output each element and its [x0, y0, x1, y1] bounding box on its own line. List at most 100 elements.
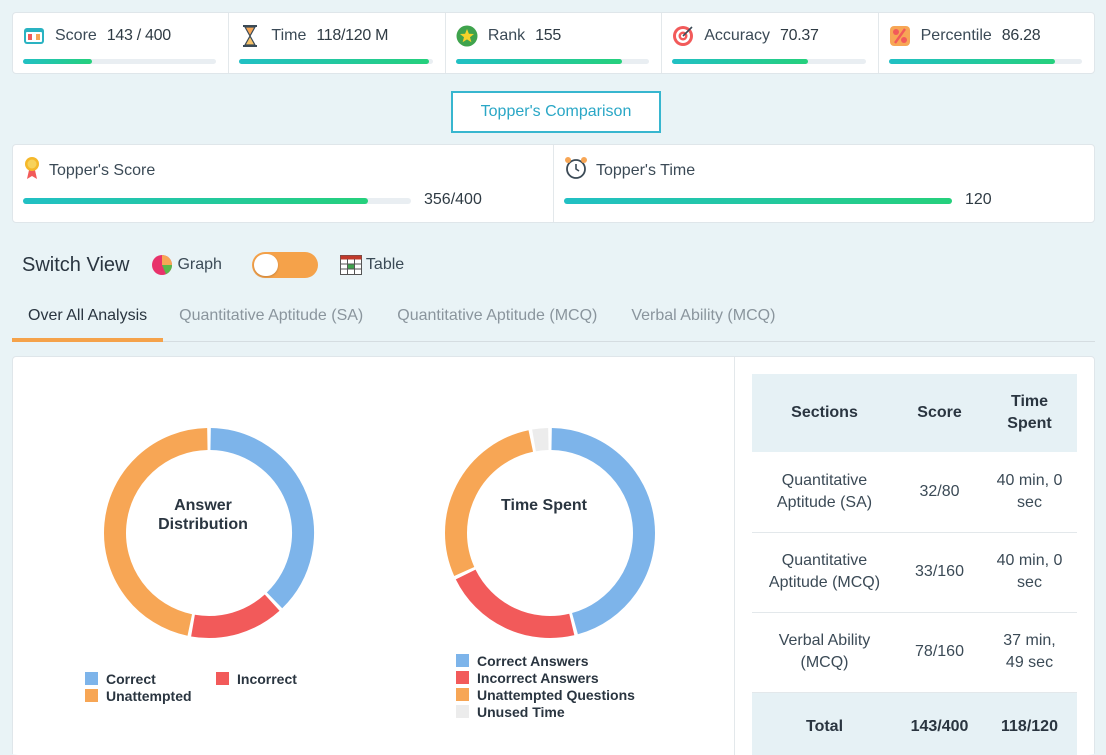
- stat-score: Score 143 / 400: [13, 13, 230, 73]
- time-legend: Correct Answers Incorrect Answers Unatte…: [456, 652, 635, 720]
- topper-time-value: 120: [965, 191, 992, 208]
- topper-score-label: Topper's Score: [49, 161, 156, 179]
- table-option[interactable]: Table: [339, 255, 405, 275]
- stat-value: 118/120 M: [316, 27, 389, 44]
- tab-verbal-ability-mcq[interactable]: Verbal Ability (MCQ): [631, 307, 776, 324]
- legend-swatch: [85, 689, 98, 702]
- tab-quantitative-aptitude-mcq[interactable]: Quantitative Aptitude (MCQ): [397, 307, 598, 324]
- legend-item: Unattempted: [85, 687, 192, 704]
- percentile-progress-bar: [888, 59, 1083, 64]
- table-icon: [339, 255, 362, 275]
- legend-item: Unattempted Questions: [456, 686, 635, 703]
- stat-label: Percentile: [920, 27, 992, 44]
- stat-value: 155: [535, 27, 561, 44]
- cell-section: Quantitative Aptitude (MCQ): [752, 532, 897, 613]
- answer-distribution-title: Answer Distribution: [158, 497, 248, 533]
- scorecard-icon: [23, 25, 45, 47]
- stat-value: 70.37: [780, 27, 819, 44]
- topper-score-cell: Topper's Score 356/400: [13, 145, 554, 222]
- cell-time: 40 min, 0 sec: [982, 532, 1077, 613]
- col-sections: Sections: [752, 374, 897, 452]
- analysis-tabs: Over All Analysis Quantitative Aptitude …: [12, 296, 1095, 342]
- stat-value: 143 / 400: [106, 27, 171, 44]
- legend-label: Correct: [106, 670, 156, 687]
- hourglass-icon: [239, 25, 261, 47]
- stat-rank: Rank 155: [446, 13, 663, 73]
- cell-score: 33/160: [897, 532, 982, 613]
- star-icon: [456, 25, 478, 47]
- alarm-clock-icon: [564, 156, 588, 185]
- stat-value: 86.28: [1001, 27, 1041, 44]
- table-row: Quantitative Aptitude (MCQ) 33/160 40 mi…: [752, 532, 1077, 613]
- tab-over-all-analysis[interactable]: Over All Analysis: [12, 296, 164, 342]
- panel-divider: [734, 357, 735, 755]
- stat-label: Accuracy: [704, 27, 771, 44]
- table-label: Table: [365, 256, 405, 273]
- rank-progress-bar: [455, 59, 650, 64]
- switch-view-title: Switch View: [22, 253, 130, 276]
- legend-label: Unattempted: [106, 687, 192, 704]
- target-icon: [672, 25, 694, 47]
- stat-time: Time 118/120 M: [229, 13, 446, 73]
- legend-swatch: [216, 672, 229, 685]
- legend-swatch: [456, 688, 469, 701]
- stat-label: Rank: [487, 27, 526, 44]
- answer-legend: Correct Unattempted: [85, 670, 192, 704]
- cell-total-time: 118/120: [982, 692, 1077, 755]
- percent-icon: [889, 25, 911, 47]
- table-total-row: Total 143/400 118/120: [752, 692, 1077, 755]
- legend-swatch: [85, 672, 98, 685]
- legend-swatch: [456, 705, 469, 718]
- time-progress-bar: [239, 59, 433, 64]
- tab-quantitative-aptitude-sa[interactable]: Quantitative Aptitude (SA): [179, 307, 364, 324]
- stat-percentile: Percentile 86.28: [879, 13, 1094, 73]
- medal-icon: [23, 156, 41, 185]
- answer-legend-incorrect: Incorrect: [216, 670, 297, 687]
- table-row: Verbal Ability (MCQ) 78/160 37 min, 49 s…: [752, 612, 1077, 693]
- topper-comparison-panel: Topper's Score 356/400 Topper's Time 120: [12, 144, 1095, 223]
- accuracy-progress-bar: [672, 59, 866, 64]
- legend-item: Incorrect: [216, 670, 297, 687]
- pie-chart-icon: [151, 254, 173, 276]
- cell-section: Quantitative Aptitude (SA): [752, 452, 897, 533]
- legend-item: Incorrect Answers: [456, 669, 635, 686]
- legend-label: Incorrect: [237, 670, 297, 687]
- graph-option[interactable]: Graph: [151, 254, 222, 276]
- cell-total-label: Total: [752, 692, 897, 755]
- legend-swatch: [456, 654, 469, 667]
- topper-time-bar: [564, 198, 952, 204]
- cell-time: 37 min, 49 sec: [982, 612, 1077, 693]
- cell-section: Verbal Ability (MCQ): [752, 612, 897, 693]
- legend-label: Correct Answers: [477, 652, 589, 669]
- graph-label: Graph: [177, 256, 222, 273]
- legend-label: Unused Time: [477, 703, 565, 720]
- topper-time-label: Topper's Time: [596, 161, 696, 179]
- switch-view: Switch View Graph Table: [22, 250, 404, 280]
- legend-item: Correct: [85, 670, 192, 687]
- legend-item: Unused Time: [456, 703, 635, 720]
- table-row: Quantitative Aptitude (SA) 32/80 40 min,…: [752, 452, 1077, 533]
- legend-label: Unattempted Questions: [477, 686, 635, 703]
- score-progress-bar: [23, 59, 217, 64]
- stat-accuracy: Accuracy 70.37: [662, 13, 879, 73]
- stat-label: Time: [271, 27, 307, 44]
- cell-score: 32/80: [897, 452, 982, 533]
- legend-swatch: [456, 671, 469, 684]
- stat-label: Score: [55, 27, 97, 44]
- stats-bar: Score 143 / 400 Time 118/120 M Rank 155: [12, 12, 1095, 74]
- col-time-spent: Time Spent: [982, 374, 1077, 452]
- topper-time-cell: Topper's Time 120: [554, 145, 1094, 222]
- cell-score: 78/160: [897, 612, 982, 693]
- cell-time: 40 min, 0 sec: [982, 452, 1077, 533]
- topper-score-bar: [23, 198, 411, 204]
- col-score: Score: [897, 374, 982, 452]
- toppers-comparison-button[interactable]: Topper's Comparison: [451, 91, 661, 133]
- cell-total-score: 143/400: [897, 692, 982, 755]
- section-table: Sections Score Time Spent Quantitative A…: [752, 374, 1077, 755]
- table-header-row: Sections Score Time Spent: [752, 374, 1077, 452]
- time-spent-title: Time Spent: [501, 497, 587, 514]
- view-toggle[interactable]: [251, 252, 318, 278]
- legend-item: Correct Answers: [456, 652, 635, 669]
- topper-score-value: 356/400: [424, 191, 482, 208]
